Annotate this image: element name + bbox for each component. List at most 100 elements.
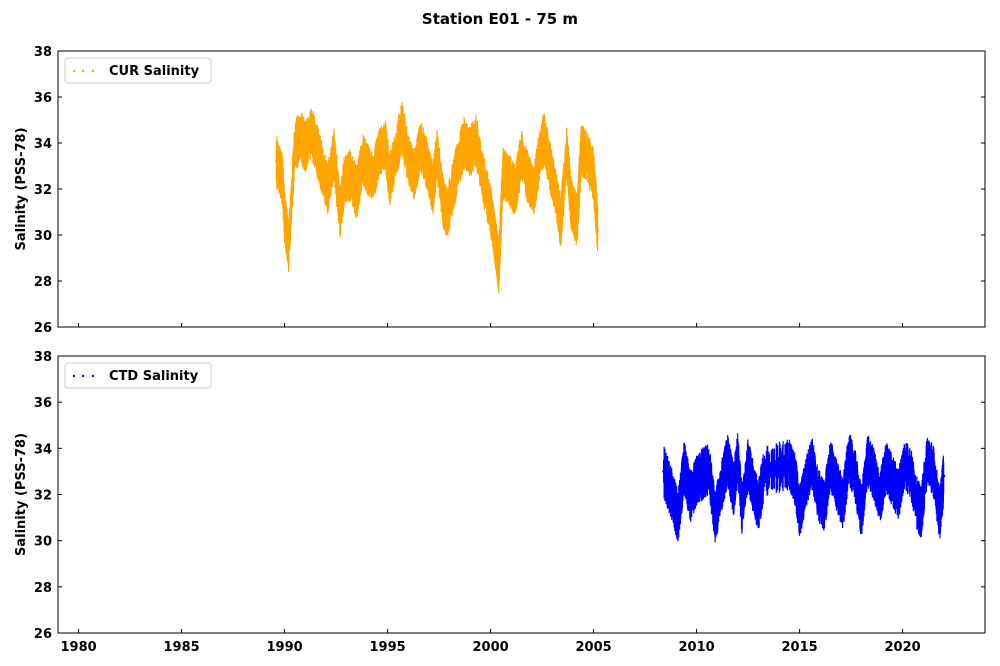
bottom-panel: 26 28 30 32 34 36 38 1980 1985 1990 1995 2000 2005 20… <box>14 350 986 655</box>
data-point <box>915 502 919 506</box>
series-band <box>275 102 599 293</box>
data-point <box>497 265 501 269</box>
y-tick-label: 38 <box>34 350 52 365</box>
y-tick-label: 30 <box>34 229 52 244</box>
legend-label: CTD Salinity <box>109 369 199 384</box>
data-point <box>860 511 863 515</box>
data-point <box>293 143 297 147</box>
data-point <box>332 153 336 156</box>
data-point <box>419 143 422 147</box>
data-point <box>752 490 756 494</box>
y-tick-label: 30 <box>34 535 52 550</box>
data-point <box>757 504 760 508</box>
legend-label: CUR Salinity <box>109 64 200 79</box>
data-point <box>316 150 319 154</box>
data-point <box>890 479 894 482</box>
series-0 <box>275 102 600 293</box>
y-axis-label: Salinity (PSS-78) <box>14 433 29 556</box>
data-point <box>431 187 435 191</box>
data-point <box>287 245 291 248</box>
data-point <box>884 465 888 469</box>
plot-frame <box>57 50 986 328</box>
legend-marker <box>91 69 95 73</box>
data-point <box>450 192 453 196</box>
data-point <box>746 463 750 466</box>
data-point <box>493 235 497 239</box>
data-point <box>507 178 511 182</box>
data-point <box>942 474 946 478</box>
data-point <box>406 157 410 161</box>
x-tick-label: 2005 <box>576 640 612 655</box>
data-point <box>732 488 736 492</box>
x-tick-label: 2010 <box>679 640 715 655</box>
y-tick-label: 34 <box>34 137 52 152</box>
data-point <box>513 189 517 193</box>
data-point <box>596 229 600 232</box>
data-point <box>701 472 705 476</box>
series-0 <box>662 433 946 543</box>
plot-frame <box>57 355 986 634</box>
data-point <box>355 192 359 196</box>
legend-box <box>64 362 212 389</box>
data-point <box>575 219 579 223</box>
data-point <box>303 146 307 150</box>
data-point <box>866 458 869 462</box>
y-tick-label: 28 <box>34 275 52 290</box>
data-point <box>903 463 907 466</box>
data-point <box>569 201 573 205</box>
data-point <box>435 153 439 156</box>
data-point <box>462 141 466 145</box>
series-band <box>663 433 945 543</box>
data-point <box>326 187 330 191</box>
data-point <box>695 479 698 482</box>
data-point <box>810 460 814 464</box>
y-tick-label: 26 <box>34 627 52 642</box>
data-point <box>378 150 381 154</box>
data-point <box>932 470 935 473</box>
data-point <box>489 208 492 212</box>
data-point <box>425 162 429 166</box>
data-point <box>371 176 375 179</box>
legend-marker <box>81 374 85 378</box>
data-point <box>310 130 313 133</box>
data-point <box>481 173 484 177</box>
data-point <box>388 178 392 182</box>
data-point <box>542 137 546 140</box>
legend-marker <box>81 69 85 73</box>
data-point <box>872 472 876 476</box>
data-point <box>384 143 387 147</box>
data-point <box>365 166 369 170</box>
data-point <box>394 153 398 156</box>
y-tick-label: 28 <box>34 581 52 596</box>
data-point <box>682 465 686 469</box>
legend: CUR Salinity <box>64 57 212 84</box>
data-point <box>822 504 826 508</box>
data-point <box>938 513 942 517</box>
x-tick-label: 1990 <box>267 640 303 655</box>
top-panel: 26 28 30 32 34 36 38 Salinity (PSS-78) CUR Salin… <box>14 45 986 336</box>
data-point <box>586 155 589 159</box>
data-point <box>726 458 729 462</box>
data-point <box>538 150 542 154</box>
data-point <box>713 516 717 519</box>
y-tick-label: 38 <box>34 45 52 60</box>
x-tick-label: 1980 <box>61 640 97 655</box>
data-point <box>526 176 530 179</box>
x-tick-label: 1985 <box>164 640 200 655</box>
data-point <box>456 164 459 168</box>
data-point <box>816 493 820 496</box>
data-point <box>804 481 808 485</box>
data-point <box>342 178 346 182</box>
data-point <box>736 456 740 459</box>
y-tick-label: 32 <box>34 489 52 504</box>
data-point <box>474 139 478 143</box>
y-tick-label: 34 <box>34 442 52 457</box>
data-point <box>281 178 284 182</box>
data-point <box>283 215 286 219</box>
data-point <box>338 212 342 216</box>
data-point <box>719 486 723 489</box>
data-point <box>555 194 558 198</box>
data-point <box>413 173 416 177</box>
data-point <box>925 458 929 462</box>
